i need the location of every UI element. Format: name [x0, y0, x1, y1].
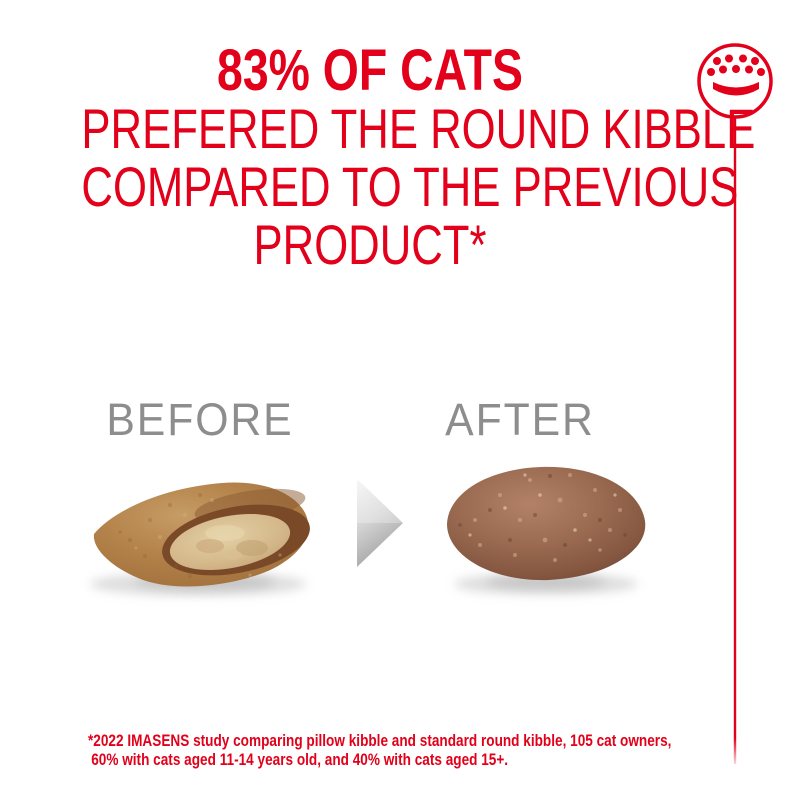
pillow-kibble-with-cream-filling	[90, 482, 310, 596]
headline-line-4: PRODUCT*	[253, 213, 487, 276]
headline: 83% OF CATS PREFERED THE ROUND KIBBLE CO…	[0, 38, 756, 276]
headline-line-2: PREFERED THE ROUND KIBBLE	[81, 97, 756, 160]
footnote: *2022 IMASENS study comparing pillow kib…	[88, 731, 671, 769]
footnote-line-1: *2022 IMASENS study comparing pillow kib…	[88, 731, 672, 750]
after-label: AFTER	[445, 394, 595, 445]
brand-vertical-rule	[733, 117, 737, 764]
headline-line-3: COMPARED TO THE PREVIOUS	[81, 155, 739, 218]
round-kibble-ball	[447, 466, 646, 595]
before-label: BEFORE	[106, 394, 294, 445]
footnote-line-2: 60% with cats aged 11-14 years old, and …	[91, 750, 509, 769]
headline-stat: 83% OF CATS	[217, 38, 523, 103]
royal-canin-crown-roundel-icon	[697, 43, 773, 119]
arrow-right-icon	[357, 479, 403, 567]
